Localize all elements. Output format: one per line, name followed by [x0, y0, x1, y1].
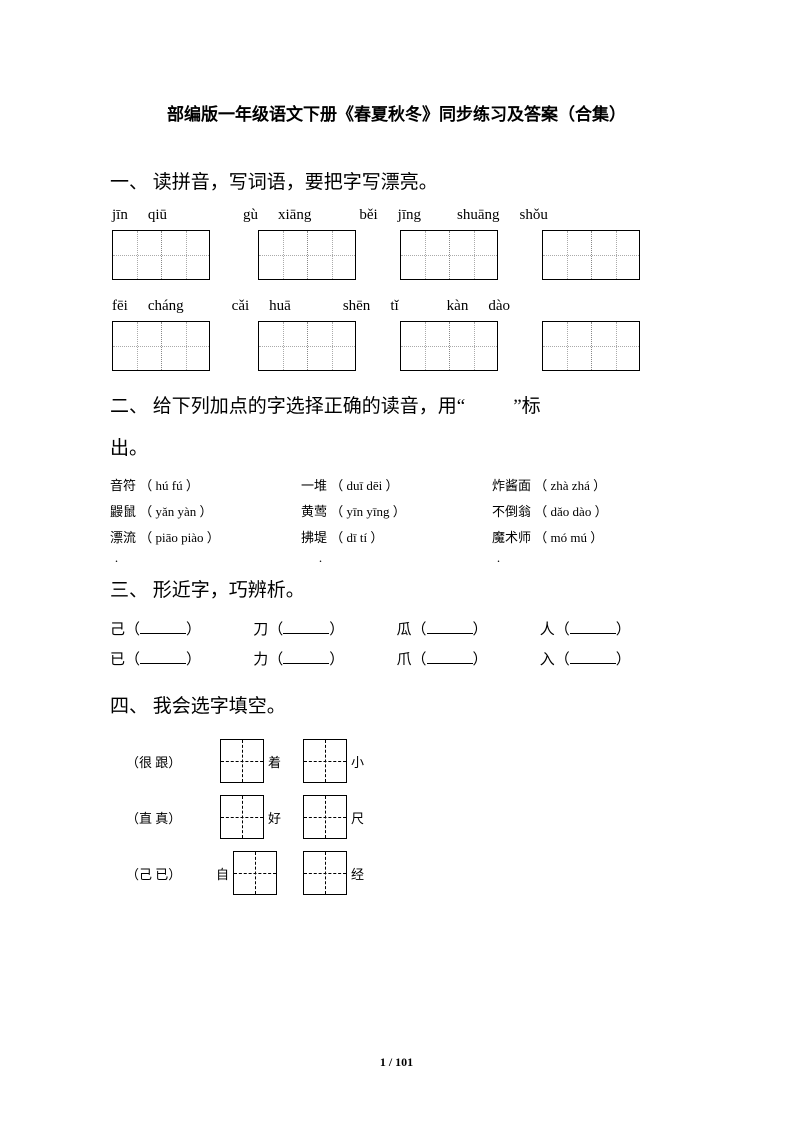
char-box-pair — [112, 321, 210, 371]
near-char-item: 己（） — [110, 615, 253, 645]
phonics-item: 鼹鼠 （ yǎn yàn ） — [110, 499, 301, 525]
pinyin-pair: kàndào — [447, 298, 510, 315]
near-char-item: 入（） — [540, 645, 683, 675]
char-box-pair — [112, 230, 210, 280]
box-row-2 — [110, 321, 683, 371]
section2-heading-line2: 出。 — [110, 431, 683, 467]
phonics-item: 不倒翁 （ dǎo dào ） — [492, 499, 683, 525]
char-box-pair — [258, 321, 356, 371]
pinyin-pair: gùxiāng — [243, 207, 311, 224]
phonics-item: 漂流 （ piāo piào ） — [110, 525, 301, 551]
near-char-item: 人（） — [540, 615, 683, 645]
fill-row: （很 跟）着小 — [110, 739, 683, 783]
phonics-item: 黄莺 （ yīn yīng ） — [301, 499, 492, 525]
pinyin-pair: shuāngshǒu — [457, 207, 548, 224]
char-box-pair — [400, 230, 498, 280]
fill-box — [303, 739, 347, 783]
sec2-head-a: 二、 给下列加点的字选择正确的读音，用“ — [110, 396, 465, 417]
section2-heading: 二、 给下列加点的字选择正确的读音，用“ ”标 — [110, 389, 683, 425]
fill-box — [233, 851, 277, 895]
char-box-pair — [542, 230, 640, 280]
near-char-item: 已（） — [110, 645, 253, 675]
phonics-item: 魔术师 （ mó mú ） — [492, 525, 683, 551]
char-box-pair — [542, 321, 640, 371]
section4-body: （很 跟）着小 （直 真）好尺 （己 已）自经 — [110, 739, 683, 895]
box-row-1 — [110, 230, 683, 280]
pinyin-row-1: jīnqiū gùxiāng běijīng shuāngshǒu — [110, 207, 683, 224]
fill-box — [303, 851, 347, 895]
sec2-head-b: ”标 — [513, 396, 540, 417]
near-char-item: 力（） — [253, 645, 396, 675]
pinyin-pair: cǎihuā — [232, 298, 291, 315]
section3-heading: 三、 形近字，巧辨析。 — [110, 573, 683, 609]
page-title: 部编版一年级语文下册《春夏秋冬》同步练习及答案（合集） — [110, 100, 683, 125]
pinyin-pair: shēntǐ — [343, 298, 399, 315]
section2-body: 音符 （ hú fú ）一堆 （ duī dēi ）炸酱面 （ zhà zhá … — [110, 473, 683, 551]
near-char-item: 刀（） — [253, 615, 396, 645]
char-box-pair — [400, 321, 498, 371]
pinyin-pair: fēicháng — [112, 298, 184, 315]
fill-box — [220, 739, 264, 783]
section1-heading: 一、 读拼音，写词语，要把字写漂亮。 — [110, 165, 683, 201]
phonics-item: 拂堤 （ dī tí ） — [301, 525, 492, 551]
fill-row: （直 真）好尺 — [110, 795, 683, 839]
pinyin-pair: jīnqiū — [112, 207, 167, 224]
fill-box — [220, 795, 264, 839]
near-char-item: 爪（） — [397, 645, 540, 675]
phonics-item: 音符 （ hú fú ） — [110, 473, 301, 499]
near-char-item: 瓜（） — [397, 615, 540, 645]
pinyin-pair: běijīng — [359, 207, 421, 224]
phonics-item: 炸酱面 （ zhà zhá ） — [492, 473, 683, 499]
phonics-item: 一堆 （ duī dēi ） — [301, 473, 492, 499]
char-box-pair — [258, 230, 356, 280]
pinyin-row-2: fēicháng cǎihuā shēntǐ kàndào — [110, 298, 683, 315]
page-number: 1 / 101 — [0, 1055, 793, 1070]
fill-box — [303, 795, 347, 839]
section3-body: 己（）刀（）瓜（）人（） 已（）力（）爪（）入（） — [110, 615, 683, 675]
section4-heading: 四、 我会选字填空。 — [110, 689, 683, 725]
fill-row: （己 已）自经 — [110, 851, 683, 895]
